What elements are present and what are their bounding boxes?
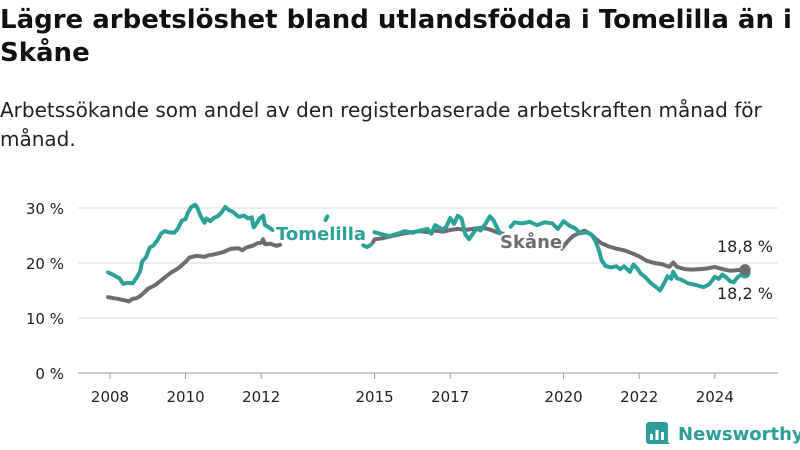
x-tick-label: 2024 — [696, 388, 734, 406]
end-label-skane: 18,8 % — [717, 237, 773, 256]
series-labels: Tomelilla Skåne 18,8 % 18,2 % — [274, 222, 773, 303]
series-line-tomelilla — [106, 202, 747, 293]
series-lines — [106, 202, 751, 304]
newsworthy-brand[interactable]: Newsworthy — [646, 420, 800, 448]
y-axis-ticks: 0 % 10 % 20 % 30 % — [26, 200, 64, 383]
series-label-skane: Skåne — [500, 231, 562, 253]
x-axis-ticks: 2008 2010 2012 2015 2017 2020 2022 2024 — [91, 373, 734, 406]
brand-name: Newsworthy — [678, 423, 800, 445]
x-tick-label: 2012 — [242, 388, 280, 406]
series-line-skane — [106, 225, 747, 304]
x-tick-label: 2010 — [167, 388, 205, 406]
chart-title: Lägre arbetslöshet bland utlandsfödda i … — [0, 5, 792, 68]
series-label-tomelilla: Tomelilla — [276, 224, 366, 245]
x-tick-label: 2017 — [431, 388, 469, 406]
series-end-marker-skane — [739, 264, 751, 276]
newsworthy-logo-icon — [646, 422, 670, 444]
y-tick-label: 0 % — [35, 365, 64, 383]
x-tick-label: 2022 — [620, 388, 658, 406]
y-tick-label: 10 % — [26, 310, 64, 328]
x-tick-label: 2015 — [356, 388, 394, 406]
y-tick-label: 20 % — [26, 255, 64, 273]
chart-subtitle: Arbetssökande som andel av den registerb… — [0, 98, 762, 151]
end-label-tomelilla: 18,2 % — [717, 284, 773, 303]
x-tick-label: 2008 — [91, 388, 129, 406]
x-tick-label: 2020 — [545, 388, 583, 406]
y-tick-label: 30 % — [26, 200, 64, 218]
